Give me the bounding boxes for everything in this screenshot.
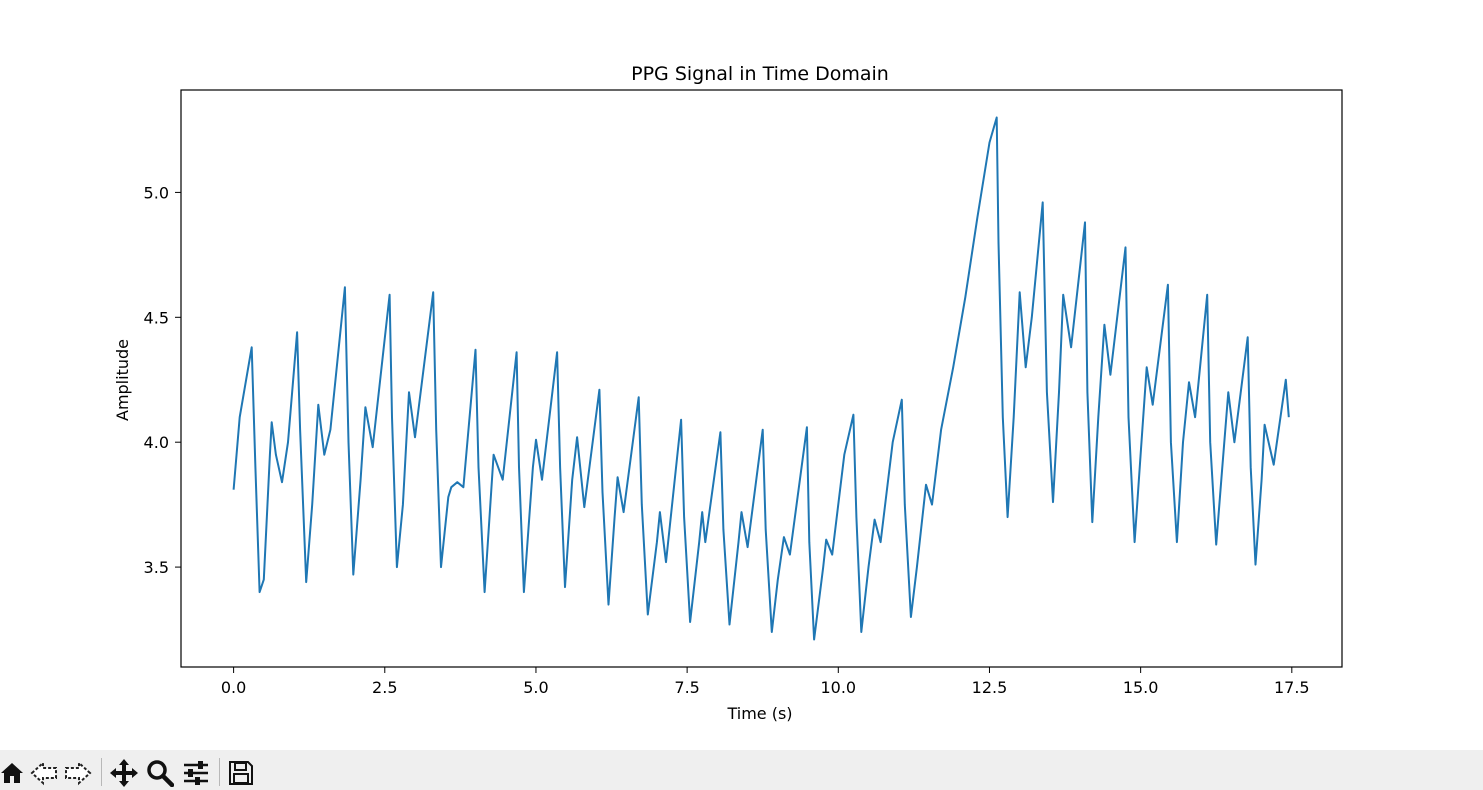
chart-title: PPG Signal in Time Domain [631, 63, 889, 85]
y-axis-label: Amplitude [113, 339, 132, 421]
zoom-icon [147, 760, 174, 787]
x-tick-label: 15.0 [1123, 678, 1159, 697]
y-tick-label: 4.5 [144, 308, 169, 327]
y-tick-label: 3.5 [144, 558, 169, 577]
x-axis-label: Time (s) [726, 704, 792, 723]
y-tick-label: 4.0 [144, 433, 169, 452]
toolbar-separator [101, 758, 102, 786]
home-icon [1, 763, 23, 783]
back-button[interactable] [29, 757, 59, 789]
pan-button[interactable] [109, 757, 139, 789]
x-tick-label: 5.0 [523, 678, 548, 697]
configure-subplots-icon [184, 761, 208, 785]
x-tick-label: 7.5 [674, 678, 699, 697]
zoom-button[interactable] [145, 757, 175, 789]
y-tick-label: 5.0 [144, 183, 169, 202]
back-arrow-icon [30, 760, 57, 786]
x-axis-ticks: 0.0 2.5 5.0 7.5 10.0 12.5 15.0 17.5 [221, 667, 1310, 697]
save-icon [229, 761, 253, 785]
y-axis-ticks: 3.5 4.0 4.5 5.0 [144, 183, 181, 577]
x-tick-label: 12.5 [972, 678, 1008, 697]
forward-arrow-icon [65, 760, 92, 786]
pan-icon [110, 759, 138, 787]
navigation-toolbar [0, 750, 1483, 790]
ppg-signal-line [232, 116, 1290, 641]
chart: PPG Signal in Time Domain 0.0 2.5 5.0 7.5 10… [113, 63, 1343, 723]
x-tick-label: 0.0 [221, 678, 246, 697]
plot-frame [180, 89, 1343, 668]
save-button[interactable] [226, 757, 256, 789]
toolbar-separator [219, 758, 220, 786]
figure: PPG Signal in Time Domain 0.0 2.5 5.0 7.5 10… [113, 63, 1343, 723]
axes [180, 89, 1343, 668]
x-tick-label: 17.5 [1274, 678, 1310, 697]
x-tick-label: 2.5 [372, 678, 397, 697]
configure-subplots-button[interactable] [181, 757, 211, 789]
home-button[interactable] [0, 757, 27, 789]
forward-button[interactable] [63, 757, 93, 789]
x-tick-label: 10.0 [820, 678, 856, 697]
